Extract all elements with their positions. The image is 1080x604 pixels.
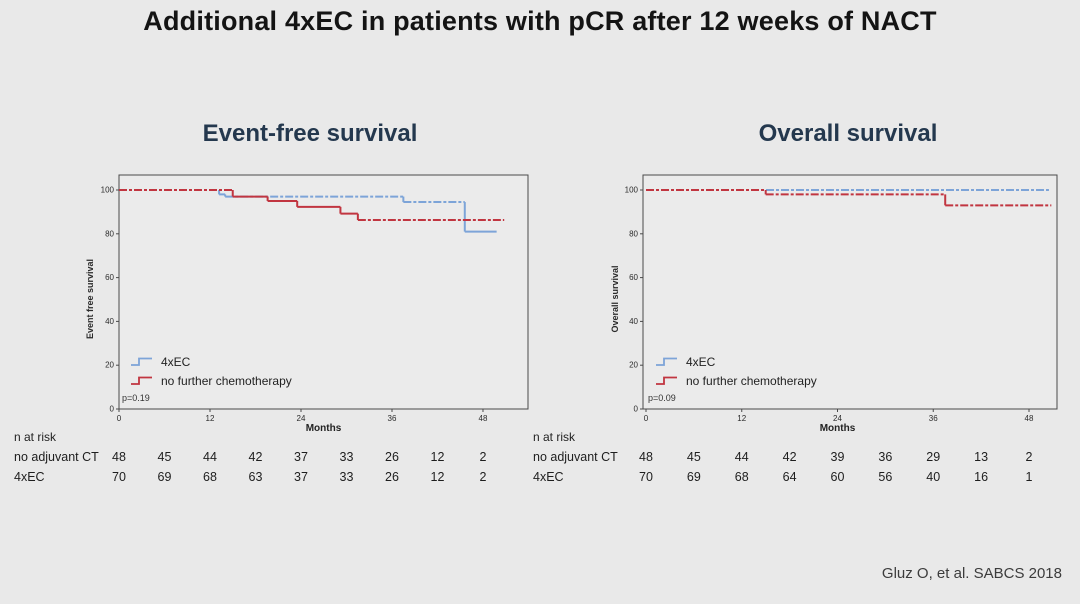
risk-count: 68	[734, 470, 749, 484]
risk-count: 40	[926, 470, 941, 484]
efs-chart-title: Event-free survival	[202, 120, 418, 147]
efs-risk-row-4xec: 4xEC 70 69 68 63 37 33 26 12 2	[0, 470, 1080, 486]
risk-count: 33	[339, 450, 354, 464]
y-tick-label: 100	[625, 186, 639, 195]
risk-count: 45	[686, 450, 701, 464]
y-tick-label: 20	[105, 361, 114, 370]
y-tick-label: 0	[110, 405, 115, 414]
os-km-plot: 0 20 40 60 80 100 0 12 24 36 48 Overall survival	[610, 174, 1058, 423]
risk-count: 37	[294, 470, 308, 484]
red-step-line-icon	[131, 376, 152, 385]
y-tick-label: 100	[101, 186, 115, 195]
x-tick-label: 24	[297, 414, 306, 423]
risk-count: 2	[479, 450, 487, 464]
x-tick-label: 36	[929, 414, 938, 423]
y-tick-label: 80	[105, 229, 114, 238]
risk-row-label: no adjuvant CT	[533, 450, 618, 464]
efs-legend-item-4xec: 4xEC	[130, 352, 292, 371]
os-legend-item-4xec: 4xEC	[655, 352, 817, 371]
risk-count: 26	[385, 450, 399, 464]
y-tick-label: 40	[629, 317, 638, 326]
efs-legend: 4xEC no further chemotherapy	[130, 352, 292, 390]
risk-count: 12	[430, 470, 445, 484]
risk-count: 63	[248, 470, 263, 484]
y-tick-label: 40	[105, 317, 114, 326]
os-n-at-risk-heading: n at risk	[533, 430, 576, 444]
risk-count: 69	[686, 470, 701, 484]
efs-risk-row-no-adjuvant-ct: no adjuvant CT 48 45 44 42 37 33 26 12 2	[0, 450, 1080, 466]
risk-count: 2	[479, 470, 487, 484]
risk-row-label: 4xEC	[533, 470, 564, 484]
efs-legend-label-4xec: 4xEC	[161, 354, 191, 369]
risk-count: 1	[1025, 470, 1033, 484]
os-risk-row-4xec: 4xEC 70 69 68 64 60 56 40 16 1	[0, 470, 1080, 486]
red-step-line-icon	[656, 376, 677, 385]
citation: Gluz O, et al. SABCS 2018	[881, 565, 1062, 582]
risk-count: 12	[430, 450, 445, 464]
risk-count: 42	[782, 450, 797, 464]
risk-count: 68	[203, 470, 217, 484]
os-legend: 4xEC no further chemotherapy	[655, 352, 817, 390]
x-tick-label: 12	[737, 414, 746, 423]
risk-count: 60	[830, 470, 845, 484]
efs-legend-label-noct: no further chemotherapy	[161, 373, 292, 388]
efs-km-plot: 0 20 40 60 80 100 0 12 24 36 48 Event free survival	[85, 174, 529, 423]
plot-frame	[642, 174, 1058, 410]
risk-count: 36	[878, 450, 893, 464]
efs-n-at-risk-heading: n at risk	[14, 430, 57, 444]
risk-count: 70	[112, 470, 126, 484]
os-chart-title: Overall survival	[758, 120, 938, 147]
y-axis-label: Event free survival	[85, 259, 95, 339]
efs-legend-item-noct: no further chemotherapy	[130, 371, 292, 390]
y-tick-label: 60	[629, 273, 638, 282]
risk-count: 48	[639, 450, 653, 464]
x-tick-label: 12	[206, 414, 215, 423]
risk-count: 13	[974, 450, 989, 464]
os-legend-item-noct: no further chemotherapy	[655, 371, 817, 390]
os-legend-label-4xec: 4xEC	[686, 354, 716, 369]
risk-row-label: no adjuvant CT	[14, 450, 99, 464]
y-axis-label: Overall survival	[610, 265, 620, 332]
risk-count: 44	[203, 450, 217, 464]
x-tick-label: 36	[388, 414, 397, 423]
risk-count: 16	[974, 470, 989, 484]
risk-count: 37	[294, 450, 308, 464]
risk-count: 44	[734, 450, 749, 464]
x-tick-label: 0	[117, 414, 122, 423]
risk-count: 48	[112, 450, 126, 464]
risk-count: 33	[339, 470, 354, 484]
risk-count: 39	[830, 450, 845, 464]
os-xaxis-label: Months	[819, 423, 856, 434]
risk-count: 2	[1025, 450, 1033, 464]
blue-step-line-icon	[131, 357, 152, 366]
risk-count: 64	[782, 470, 797, 484]
plot-frame	[118, 174, 529, 410]
risk-count: 69	[157, 470, 172, 484]
slide-title: Additional 4xEC in patients with pCR aft…	[143, 6, 937, 36]
y-tick-label: 80	[629, 229, 638, 238]
y-tick-label: 0	[634, 405, 639, 414]
x-tick-label: 0	[644, 414, 649, 423]
os-legend-label-noct: no further chemotherapy	[686, 373, 817, 388]
risk-row-label: 4xEC	[14, 470, 45, 484]
risk-count: 56	[878, 470, 893, 484]
x-tick-label: 48	[479, 414, 488, 423]
os-risk-row-no-adjuvant-ct: no adjuvant CT 48 45 44 42 39 36 29 13 2	[0, 450, 1080, 466]
risk-count: 42	[248, 450, 263, 464]
blue-step-line-icon	[656, 357, 677, 366]
x-tick-label: 48	[1025, 414, 1034, 423]
y-tick-label: 20	[629, 361, 638, 370]
y-tick-label: 60	[105, 273, 114, 282]
risk-count: 26	[385, 470, 399, 484]
risk-count: 29	[926, 450, 941, 464]
risk-count: 45	[157, 450, 172, 464]
risk-count: 70	[639, 470, 653, 484]
x-tick-label: 24	[833, 414, 842, 423]
efs-xaxis-label: Months	[305, 423, 342, 434]
efs-pvalue: p=0.19	[122, 393, 150, 403]
os-pvalue: p=0.09	[648, 393, 676, 403]
